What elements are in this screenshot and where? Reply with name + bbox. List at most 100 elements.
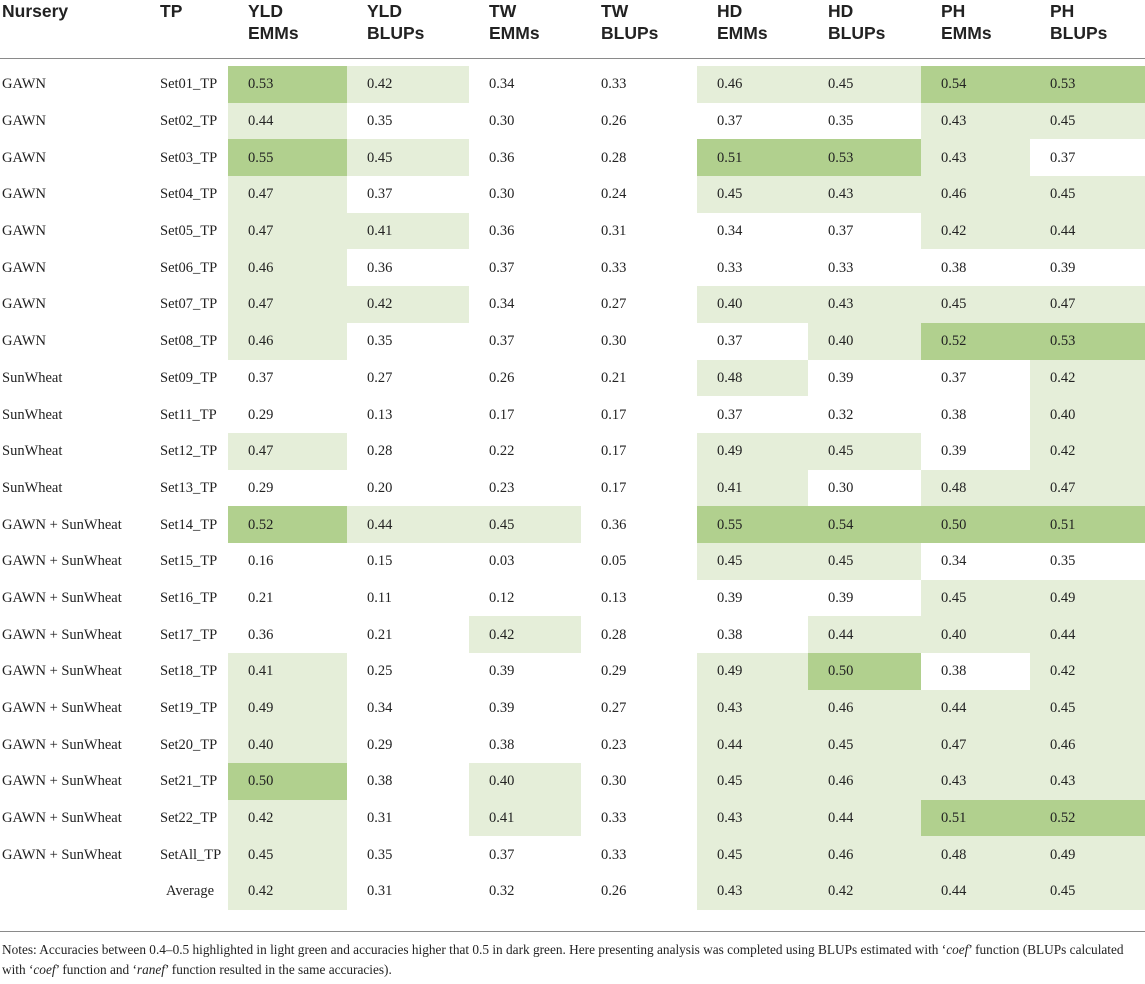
accuracy-cell: 0.45 <box>808 432 921 470</box>
column-header-line1: TW <box>489 1 517 21</box>
accuracy-cell: 0.33 <box>828 259 854 276</box>
accuracy-cell: 0.05 <box>601 553 627 570</box>
table-row: GAWN + SunWheat Set19_TP 0.49 0.34 0.39 0.27 0… <box>0 689 1145 727</box>
column-header-line2: EMMs <box>489 23 540 43</box>
accuracy-cell: 0.24 <box>601 186 627 203</box>
table-row: GAWN + SunWheat Set14_TP 0.52 0.44 0.45 0.36 0… <box>0 506 1145 543</box>
accuracy-cell: 0.40 <box>469 763 581 800</box>
tp-cell: Set02_TP <box>160 113 218 130</box>
accuracy-cell: 0.37 <box>941 369 967 386</box>
accuracy-cell: 0.50 <box>921 506 1030 543</box>
column-header-line1: TP <box>160 1 183 21</box>
nursery-cell: SunWheat <box>2 443 63 460</box>
accuracy-cell: 0.36 <box>601 516 627 533</box>
accuracy-cell: 0.42 <box>1030 653 1145 690</box>
accuracy-cell: 0.45 <box>921 579 1030 617</box>
accuracy-cell: 0.39 <box>489 700 515 717</box>
accuracy-cell: 0.13 <box>367 406 393 423</box>
accuracy-cell: 0.30 <box>601 333 627 350</box>
tp-cell: Set18_TP <box>160 663 218 680</box>
accuracy-table: Nursery TP YLD EMMs YLD BLUPs TW EMMs TW BLUPs HD E… <box>0 0 1145 910</box>
accuracy-cell: 0.53 <box>228 66 347 103</box>
accuracy-cell: 0.45 <box>697 836 808 874</box>
tp-cell: SetAll_TP <box>160 846 222 863</box>
accuracy-cell: 0.46 <box>228 249 347 287</box>
accuracy-cell: 0.52 <box>921 322 1030 360</box>
column-header-7: HD BLUPs <box>808 0 921 59</box>
accuracy-cell: 0.35 <box>367 846 393 863</box>
accuracy-cell: 0.45 <box>1030 873 1145 910</box>
accuracy-cell: 0.41 <box>697 469 808 507</box>
accuracy-cell: 0.22 <box>489 443 515 460</box>
accuracy-cell: 0.46 <box>808 689 921 727</box>
accuracy-cell: 0.44 <box>697 726 808 764</box>
accuracy-cell: 0.55 <box>228 139 347 177</box>
accuracy-cell: 0.47 <box>228 176 347 213</box>
table-row: GAWN Set03_TP 0.55 0.45 0.36 0.28 0.51 0.53 0.43… <box>0 139 1145 177</box>
accuracy-cell: 0.54 <box>921 66 1030 103</box>
accuracy-cell: 0.49 <box>697 432 808 470</box>
accuracy-cell: 0.37 <box>489 259 515 276</box>
accuracy-cell: 0.47 <box>1030 286 1145 323</box>
accuracy-cell: 0.39 <box>828 589 854 606</box>
accuracy-cell: 0.42 <box>1030 359 1145 397</box>
accuracy-cell: 0.38 <box>367 773 393 790</box>
column-header-0: Nursery <box>0 0 160 59</box>
accuracy-cell: 0.45 <box>347 139 469 177</box>
accuracy-cell: 0.43 <box>1030 763 1145 800</box>
notes-coef-1: coef <box>946 942 969 957</box>
accuracy-cell: 0.49 <box>697 653 808 690</box>
nursery-cell: GAWN + SunWheat <box>2 553 122 570</box>
accuracy-cell: 0.37 <box>717 406 743 423</box>
table-row: SunWheat Set11_TP 0.29 0.13 0.17 0.17 0.37 0.32… <box>0 396 1145 433</box>
tp-cell: Set12_TP <box>160 443 218 460</box>
accuracy-cell: 0.45 <box>697 542 808 580</box>
accuracy-cell: 0.37 <box>489 846 515 863</box>
accuracy-cell: 0.16 <box>248 553 274 570</box>
notes-coef-2: coef <box>33 962 56 977</box>
accuracy-cell: 0.37 <box>717 113 743 130</box>
accuracy-cell: 0.46 <box>808 836 921 874</box>
accuracy-cell: 0.49 <box>1030 836 1145 874</box>
accuracy-cell: 0.47 <box>921 726 1030 764</box>
table-row: GAWN Set07_TP 0.47 0.42 0.34 0.27 0.40 0.43 0.45… <box>0 286 1145 323</box>
accuracy-cell: 0.35 <box>1050 553 1076 570</box>
accuracy-cell: 0.27 <box>601 296 627 313</box>
column-header-line1: PH <box>941 1 966 21</box>
accuracy-cell: 0.44 <box>1030 212 1145 250</box>
accuracy-cell: 0.23 <box>489 479 515 496</box>
accuracy-cell: 0.28 <box>601 149 627 166</box>
accuracy-cell: 0.44 <box>921 873 1030 910</box>
accuracy-cell: 0.31 <box>367 810 393 827</box>
accuracy-cell: 0.40 <box>697 286 808 323</box>
table-row: GAWN + SunWheat Set15_TP 0.16 0.15 0.03 0.05 0… <box>0 542 1145 580</box>
accuracy-cell: 0.29 <box>248 406 274 423</box>
notes-text-3: ’ function and ‘ <box>55 962 137 977</box>
accuracy-cell: 0.45 <box>228 836 347 874</box>
accuracy-cell: 0.21 <box>367 626 393 643</box>
accuracy-cell: 0.37 <box>1050 149 1076 166</box>
accuracy-cell: 0.39 <box>489 663 515 680</box>
accuracy-cell: 0.30 <box>601 773 627 790</box>
accuracy-cell: 0.49 <box>1030 579 1145 617</box>
column-header-line1: HD <box>717 1 743 21</box>
table-row: GAWN + SunWheat Set16_TP 0.21 0.11 0.12 0.13 0… <box>0 579 1145 617</box>
accuracy-cell: 0.46 <box>1030 726 1145 764</box>
accuracy-cell: 0.41 <box>347 212 469 250</box>
accuracy-cell: 0.35 <box>367 113 393 130</box>
nursery-cell: GAWN + SunWheat <box>2 589 122 606</box>
accuracy-cell: 0.26 <box>489 369 515 386</box>
accuracy-cell: 0.54 <box>808 506 921 543</box>
accuracy-cell: 0.48 <box>921 836 1030 874</box>
accuracy-cell: 0.52 <box>228 506 347 543</box>
accuracy-cell: 0.23 <box>601 736 627 753</box>
accuracy-cell: 0.27 <box>367 369 393 386</box>
accuracy-cell: 0.44 <box>1030 616 1145 653</box>
accuracy-cell: 0.03 <box>489 553 515 570</box>
accuracy-cell: 0.17 <box>601 406 627 423</box>
accuracy-cell: 0.51 <box>697 139 808 177</box>
nursery-cell: GAWN <box>2 113 46 130</box>
accuracy-cell: 0.17 <box>601 479 627 496</box>
accuracy-cell: 0.41 <box>228 653 347 690</box>
table-notes: Notes: Accuracies between 0.4–0.5 highli… <box>0 931 1145 980</box>
